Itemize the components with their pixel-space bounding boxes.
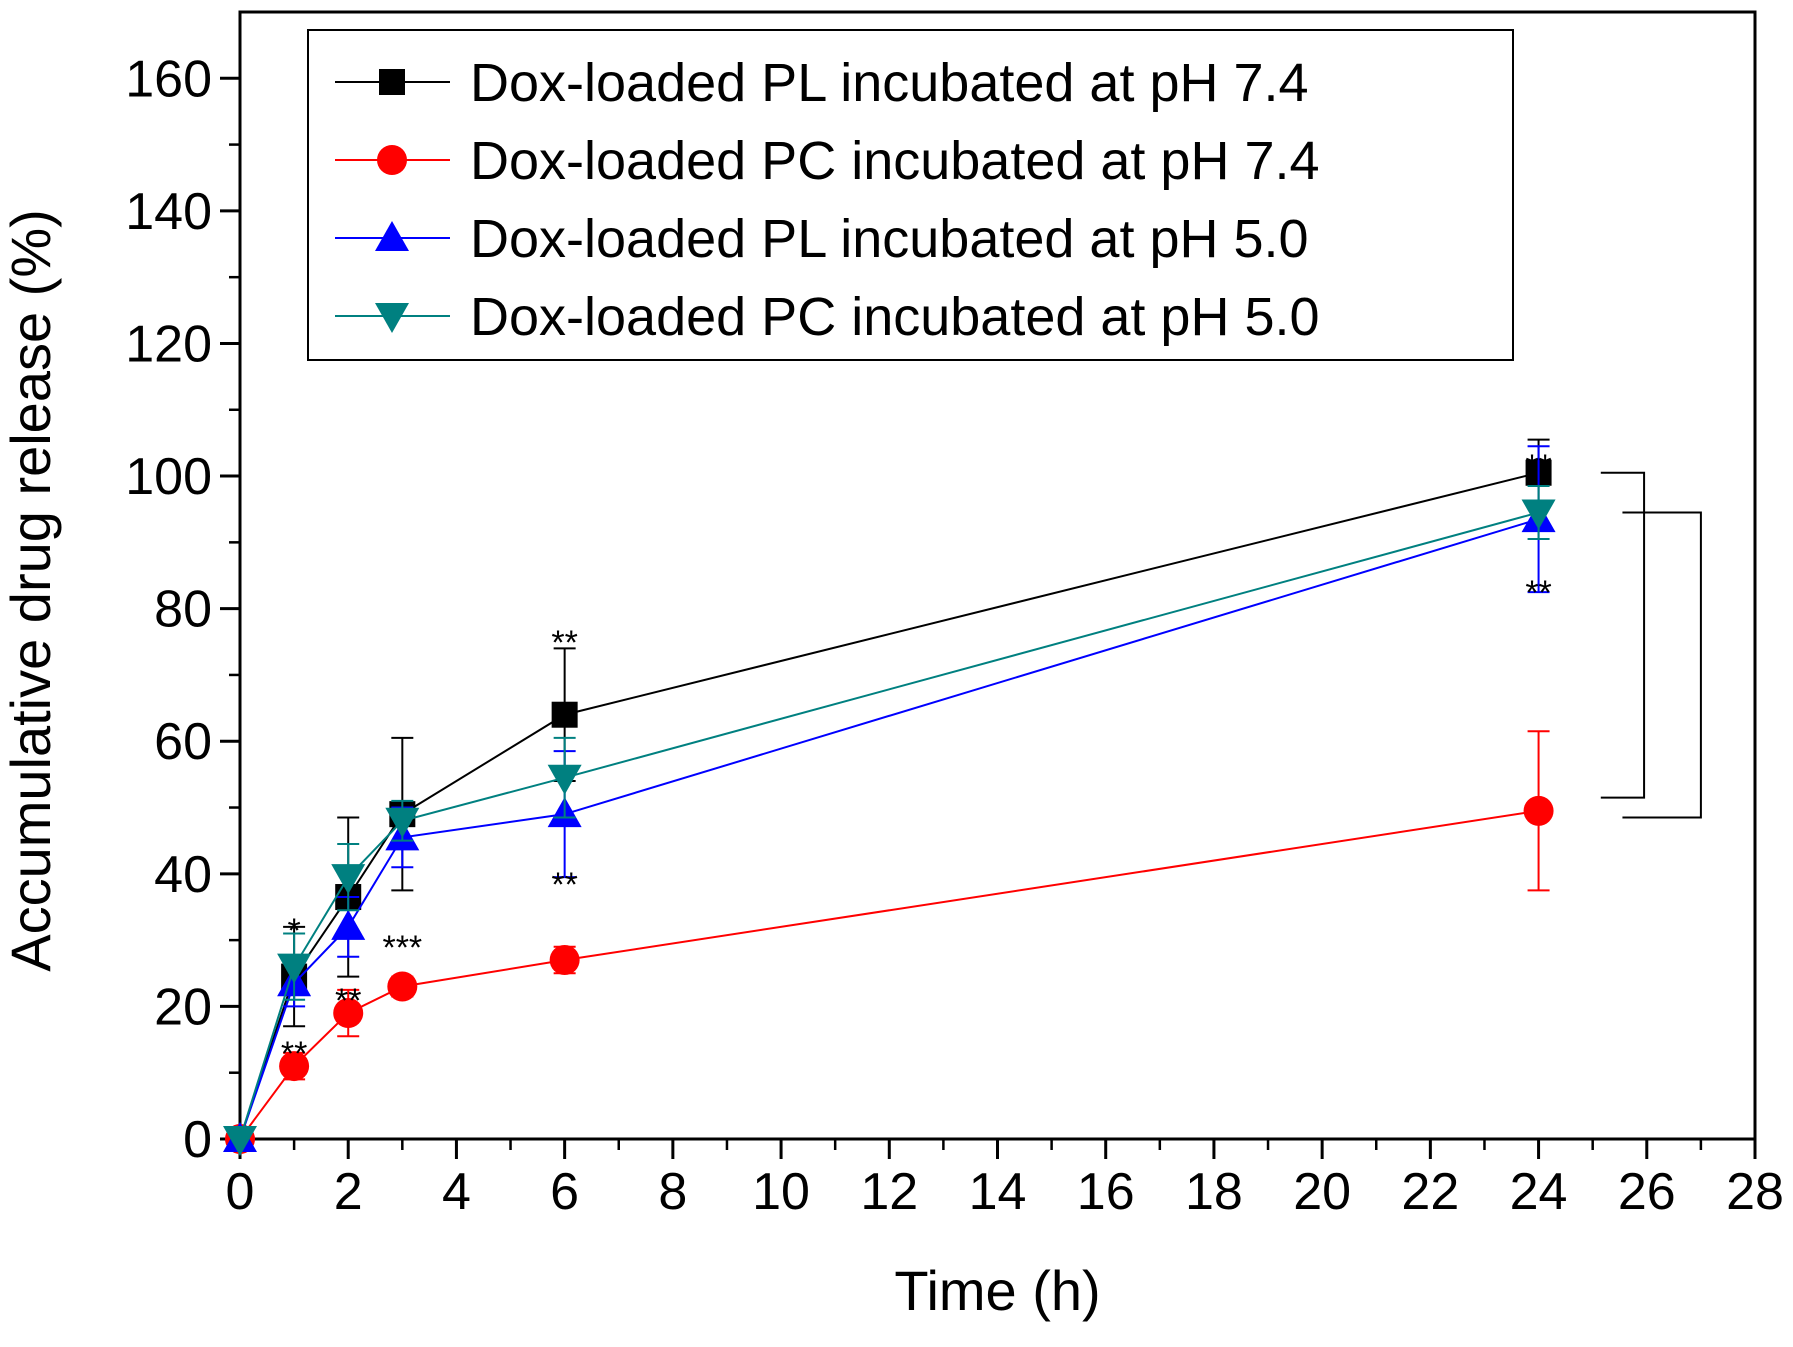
significance-mark: ** bbox=[1525, 448, 1551, 486]
data-point bbox=[333, 998, 364, 1029]
legend-marker bbox=[375, 221, 409, 251]
data-point bbox=[331, 864, 366, 895]
axes: 0 2 4 6 8 10 12 14 16 18 20 22 24 26 28020406080100120… bbox=[0, 10, 1784, 1322]
x-tick-label: 16 bbox=[1077, 1163, 1135, 1221]
significance-mark: ** bbox=[551, 624, 577, 662]
y-tick-label: 60 bbox=[154, 713, 212, 771]
legend-marker bbox=[375, 303, 409, 333]
legend-item-0: Dox-loaded PL incubated at pH 7.4 bbox=[335, 53, 1309, 113]
x-tick-label: 8 bbox=[658, 1163, 687, 1221]
y-tick-label: 20 bbox=[154, 978, 212, 1036]
x-tick-label: 6 bbox=[550, 1163, 579, 1221]
series-1 bbox=[225, 730, 1554, 1154]
significance-mark: * bbox=[287, 912, 300, 950]
y-tick-label: 140 bbox=[125, 183, 212, 241]
bracket-pc50-vs-pc74 bbox=[1622, 511, 1702, 819]
x-tick-label: 4 bbox=[442, 1163, 471, 1221]
y-tick-label: 160 bbox=[125, 50, 212, 108]
data-point bbox=[1523, 795, 1554, 826]
legend-label: Dox-loaded PC incubated at pH 5.0 bbox=[470, 287, 1320, 347]
series-line bbox=[239, 518, 1539, 1140]
significance-mark: *** bbox=[382, 929, 422, 967]
legend-item-3: Dox-loaded PC incubated at pH 5.0 bbox=[335, 287, 1320, 347]
data-point bbox=[387, 971, 418, 1002]
legend-item-1: Dox-loaded PC incubated at pH 7.4 bbox=[335, 131, 1320, 191]
legend-box bbox=[307, 29, 1514, 361]
series-0 bbox=[227, 438, 1552, 1152]
series-line bbox=[239, 511, 1539, 1140]
significance-mark: ** bbox=[1525, 574, 1551, 612]
data-point bbox=[551, 701, 578, 728]
legend-label: Dox-loaded PL incubated at pH 5.0 bbox=[470, 209, 1309, 269]
legend-marker bbox=[379, 69, 405, 95]
legend-label: Dox-loaded PL incubated at pH 7.4 bbox=[470, 53, 1309, 113]
y-tick-label: 100 bbox=[125, 448, 212, 506]
significance-mark: ** bbox=[335, 982, 361, 1020]
x-tick-label: 22 bbox=[1401, 1163, 1459, 1221]
legend-marker bbox=[377, 145, 407, 175]
x-tick-label: 14 bbox=[969, 1163, 1027, 1221]
x-tick-label: 2 bbox=[334, 1163, 363, 1221]
x-tick-label: 12 bbox=[860, 1163, 918, 1221]
data-point bbox=[549, 945, 580, 976]
data-point bbox=[547, 764, 582, 795]
data-point bbox=[279, 1051, 310, 1082]
x-tick-label: 28 bbox=[1726, 1163, 1784, 1221]
series-3 bbox=[223, 485, 1556, 1156]
significance-brackets bbox=[1600, 471, 1702, 819]
x-tick-label: 24 bbox=[1510, 1163, 1568, 1221]
x-tick-label: 18 bbox=[1185, 1163, 1243, 1221]
data-point bbox=[1521, 499, 1556, 530]
data-point bbox=[331, 909, 366, 940]
data-point bbox=[385, 807, 420, 838]
bracket-pl74-vs-pc74 bbox=[1600, 471, 1646, 799]
annotations: **************** bbox=[281, 448, 1552, 1073]
data-series bbox=[223, 438, 1556, 1156]
y-tick-label: 120 bbox=[125, 315, 212, 373]
x-tick-label: 26 bbox=[1618, 1163, 1676, 1221]
x-tick-label: 10 bbox=[752, 1163, 810, 1221]
significance-mark: ** bbox=[551, 866, 577, 904]
y-tick-label: 0 bbox=[183, 1111, 212, 1169]
series-2 bbox=[223, 445, 1556, 1152]
significance-mark: ** bbox=[281, 1035, 307, 1073]
series-line bbox=[239, 809, 1539, 1140]
y-axis-title: Accumulative drug release (%) bbox=[0, 209, 62, 972]
x-tick-label: 20 bbox=[1293, 1163, 1351, 1221]
data-point bbox=[277, 953, 312, 984]
series-line bbox=[239, 471, 1539, 1140]
x-axis-title: Time (h) bbox=[894, 1259, 1100, 1322]
data-point bbox=[223, 1126, 257, 1156]
y-tick-label: 80 bbox=[154, 581, 212, 639]
legend-label: Dox-loaded PC incubated at pH 7.4 bbox=[470, 131, 1320, 191]
legend-item-2: Dox-loaded PL incubated at pH 5.0 bbox=[335, 209, 1309, 269]
legend: Dox-loaded PL incubated at pH 7.4 Dox-loa… bbox=[307, 29, 1514, 361]
y-tick-label: 40 bbox=[154, 846, 212, 904]
x-tick-label: 0 bbox=[226, 1163, 255, 1221]
